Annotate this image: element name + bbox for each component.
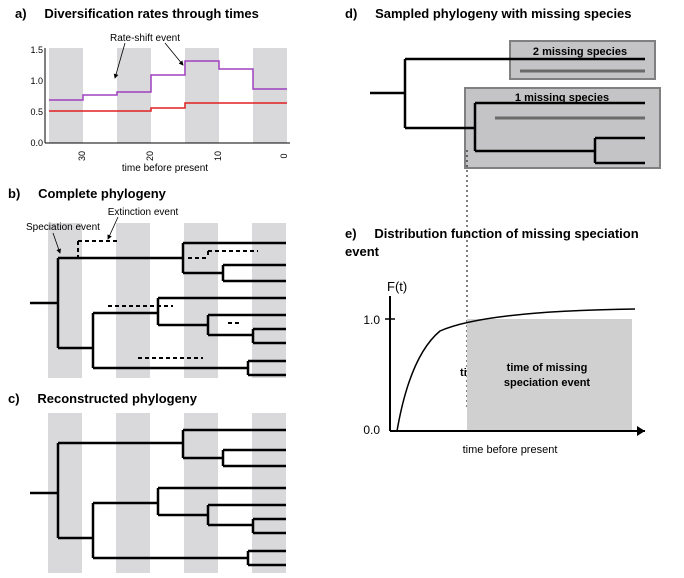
panel-a-title: Diversification rates through times [44,6,259,21]
xtick: 20 [145,151,155,161]
ytick1: 1.0 [363,313,380,327]
x-arrowhead [637,426,645,436]
panel-c-title: Reconstructed phylogeny [37,391,197,406]
annot-extinction: Extinction event [108,207,179,218]
band [185,48,219,143]
panel-c-tree [8,408,318,573]
panel-d-label: d) [345,6,357,21]
panel-e-title: Distribution function of missing speciat… [345,226,639,259]
line-upper [49,61,287,100]
line-lower [49,103,287,111]
rate-shift-annotation: Rate-shift event [110,33,180,44]
x-ticks: 30 20 10 0 [77,151,289,161]
ytick: 0.5 [30,107,43,117]
panel-d-title: Sampled phylogeny with missing species [375,6,631,21]
annot-speciation: Speciation event [26,222,100,233]
panel-e-label: e) [345,226,357,241]
ylab: F(t) [387,279,407,294]
band [49,48,83,143]
panel-b-tree: Extinction event Speciation event [8,203,318,378]
panel-a: a) Diversification rates through times 0… [15,5,325,178]
panel-c: c) Reconstructed phylogeny [8,390,328,578]
panel-c-label: c) [8,391,20,406]
y-axis: 0.0 0.5 1.0 1.5 [30,45,45,148]
band [253,48,287,143]
ytick: 1.5 [30,45,43,55]
panel-b: b) Complete phylogeny Extinction event S… [8,185,328,383]
xtick: 10 [213,151,223,161]
xtick: 30 [77,151,87,161]
arrow [165,43,183,65]
band [117,48,151,143]
x-axis-label: time before present [122,163,208,173]
panel-c-bands [48,413,286,573]
ytick0: 0.0 [363,423,380,437]
panel-e-plot: F(t) time of missing speciation event ti… [345,261,665,471]
panel-b-bands [48,223,286,378]
ytick: 0.0 [30,138,43,148]
panel-b-label: b) [8,186,20,201]
xtick: 0 [279,153,289,158]
panel-b-title: Complete phylogeny [38,186,166,201]
x-axis-label: time before present [463,444,558,456]
shaded-text2: speciation event [504,377,591,389]
panel-a-chart: 0.0 0.5 1.0 1.5 30 20 10 0 time before p… [15,23,315,173]
shaded-text: time of missing [507,362,588,374]
ytick: 1.0 [30,76,43,86]
panel-e: e) Distribution function of missing spec… [345,225,675,476]
panel-a-label: a) [15,6,27,21]
